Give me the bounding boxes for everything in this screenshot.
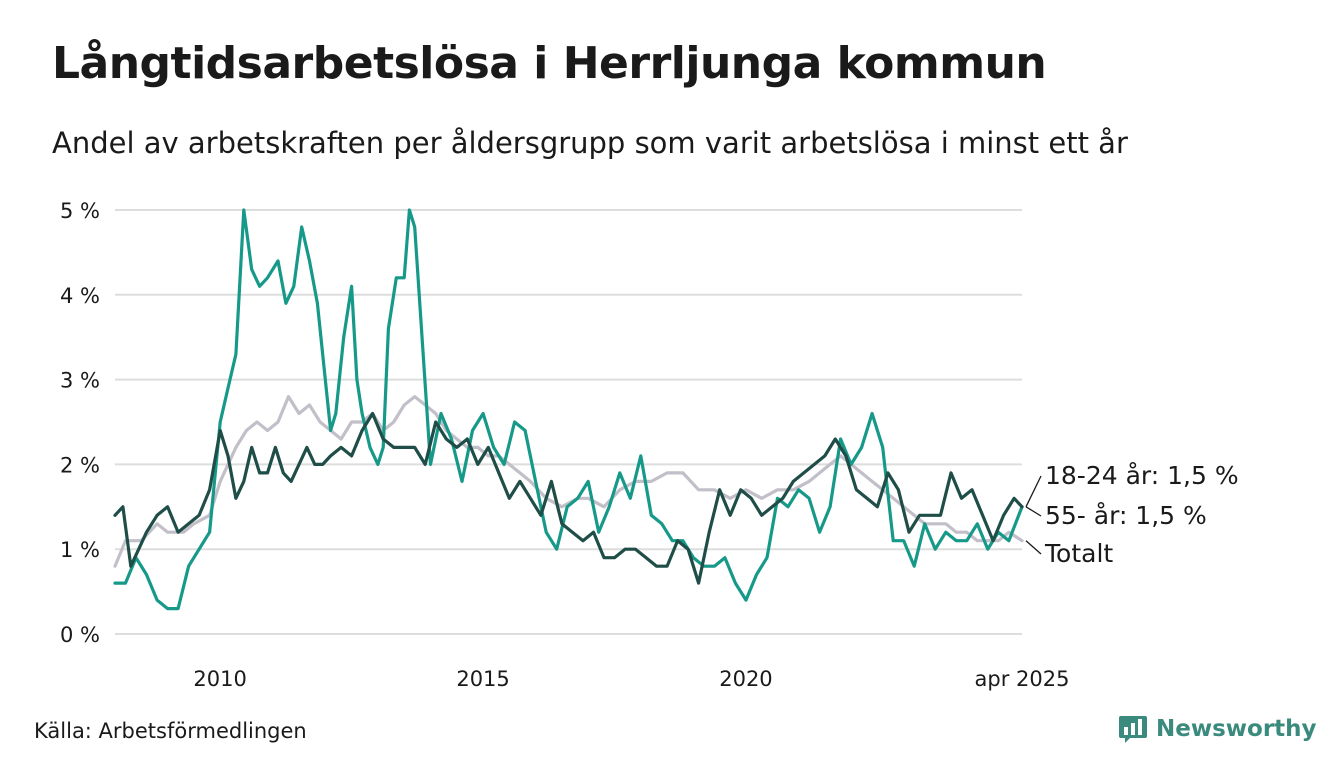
y-tick-label: 2 % — [60, 453, 100, 477]
bar-chart-icon — [1119, 716, 1147, 743]
chart-subtitle: Andel av arbetskraften per åldersgrupp s… — [52, 126, 1128, 160]
brand-logo: Newsworthy — [1118, 714, 1317, 744]
y-tick-label: 5 % — [60, 199, 100, 223]
leader-line-total — [1025, 540, 1042, 555]
y-axis-ticks: 0 % 1 % 2 % 3 % 4 % 5 % — [60, 199, 100, 647]
y-tick-label: 3 % — [60, 369, 100, 393]
y-tick-label: 0 % — [60, 623, 100, 647]
chart-title: Långtidsarbetslösa i Herrljunga kommun — [52, 38, 1047, 89]
end-label-age_18_24: 18-24 år: 1,5 % — [1045, 461, 1239, 490]
end-labels: 18-24 år: 1,5 % 55- år: 1,5 % Totalt — [1025, 461, 1239, 568]
series-lines — [113, 208, 1024, 611]
end-label-total: Totalt — [1044, 539, 1113, 568]
x-tick-label: 2020 — [719, 667, 772, 691]
leader-line-age_55 — [1025, 506, 1042, 517]
end-label-age_55: 55- år: 1,5 % — [1045, 501, 1207, 530]
series-line-age_55 — [113, 411, 1024, 585]
y-tick-label: 1 % — [60, 538, 100, 562]
x-tick-label: 2010 — [193, 667, 246, 691]
gridlines — [115, 209, 1022, 635]
y-tick-label: 4 % — [60, 284, 100, 308]
x-tick-label: 2015 — [456, 667, 509, 691]
source-note: Källa: Arbetsförmedlingen — [34, 719, 307, 743]
series-line-age_18_24 — [113, 208, 1024, 611]
leader-line-age_18_24 — [1025, 475, 1042, 508]
x-axis-ticks: 2010 2015 2020 apr 2025 — [193, 667, 1069, 691]
x-tick-label: apr 2025 — [975, 667, 1070, 691]
brand-name: Newsworthy — [1156, 716, 1317, 742]
